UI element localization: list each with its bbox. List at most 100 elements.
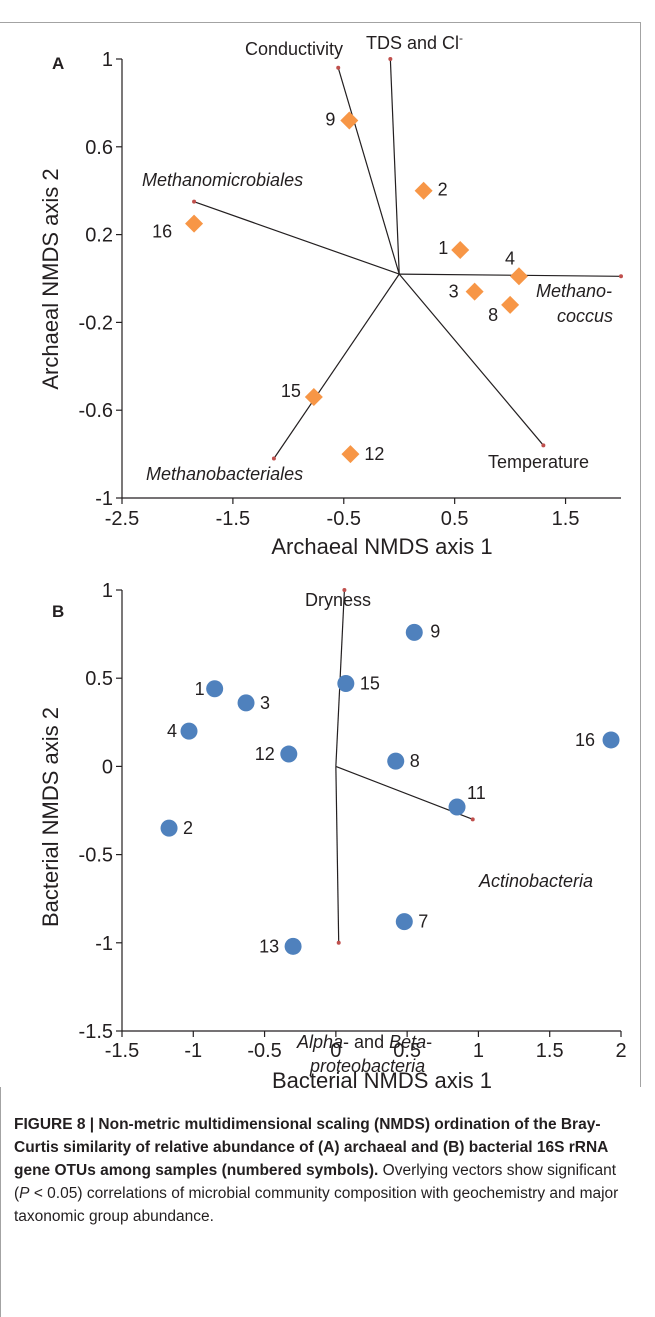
caption-head: FIGURE 8 | Non-metric multidimensional s… [14,1116,608,1179]
vector-label-actinobacteria: Actinobacteria [478,871,593,891]
y-tick-label-a: -0.6 [79,400,113,422]
point-marker-8 [387,752,405,770]
x-tick-label-a: -2.5 [105,508,139,530]
vector-line [337,67,400,275]
vector-tip [336,65,341,70]
y-axis-title-b: Bacterial NMDS axis 2 [38,707,63,927]
point-label-1: 1 [195,679,205,699]
point-marker-15 [304,388,323,407]
x-axis-title-b: Bacterial NMDS axis 1 [272,1068,492,1090]
vector-tip [342,588,347,592]
x-tick-label-b: 0 [330,1040,341,1062]
panel-a-label: A [52,54,64,73]
vector-label-dryness: Dryness [305,590,371,610]
y-tick-label-b: 0.5 [85,668,113,690]
point-marker-1 [451,240,470,259]
vector-label-proteobacteria: proteobacteria [309,1056,425,1076]
figure-frame-right [640,22,641,1087]
point-marker-15 [337,674,355,692]
vector-label-methanomicrobiales: Methanomicrobiales [142,170,303,190]
point-label-7: 7 [418,912,428,932]
caption-rest-1: Overlying vectors show significant ( [14,1162,617,1202]
point-marker-9 [405,623,423,641]
vector-label-methanobacteriales: Methanobacteriales [146,464,303,484]
x-tick-label-b: 1.5 [536,1040,564,1062]
vector-label-methanococcus-line1: Methano- [536,281,612,301]
point-label-16: 16 [152,222,172,242]
point-label-3: 3 [449,282,459,302]
point-marker-12 [341,445,360,464]
point-marker-13 [284,937,302,955]
point-label-15: 15 [360,673,380,693]
x-tick-label-b: -0.5 [247,1040,281,1062]
y-tick-label-b: 0 [102,756,113,778]
point-marker-2 [414,181,433,200]
vector-label-temperature: Temperature [488,452,589,472]
vector-tip [470,817,475,822]
caption-p-symbol: P [19,1185,30,1202]
y-tick-label-b: 1 [102,580,113,602]
y-tick-label-b: -0.5 [79,845,113,867]
vector-tip [192,199,197,204]
point-marker-16 [602,731,620,749]
vector-line [399,273,622,277]
x-tick-label-b: 0.5 [393,1040,421,1062]
point-label-2: 2 [438,180,448,200]
panel-b: B -1.5 -1 -0.5 0 0.5 1 -1.5 -1 -0.5 0 0.5 1 1.5 2 9 15… [38,580,627,1090]
vector-label-tds: TDS and Cl- [366,31,463,53]
vector-line [389,58,400,275]
panel-b-vectors [335,588,475,945]
y-tick-label-a: 0.6 [85,137,113,159]
figure-svg: A -1 -0.6 -0.2 0.2 0.6 1 -2.5 -1.5 -0.5 0.5 1.5 9 2… [38,31,627,1090]
panel-a-points: 9 2 16 1 4 3 8 15 12 [152,109,528,464]
point-label-15: 15 [281,381,301,401]
point-label-12: 12 [364,444,384,464]
vector-tip [541,443,546,448]
y-tick-label-a: -1 [95,488,113,510]
vector-label-alpha-beta-line1: Alpha- and Beta- [296,1032,432,1052]
vector-line [273,273,400,459]
point-marker-3 [465,282,484,301]
point-marker-9 [340,111,359,130]
panel-a-axes: -1 -0.6 -0.2 0.2 0.6 1 -2.5 -1.5 -0.5 0.5 1.5 [79,49,621,530]
x-tick-label-b: 1 [473,1040,484,1062]
x-tick-label-b: -1 [184,1040,202,1062]
figure-frame-top [0,22,640,23]
point-label-11: 11 [467,783,486,803]
point-marker-4 [509,267,528,286]
panel-b-label: B [52,602,64,621]
y-tick-label-a: 0.2 [85,225,113,247]
point-marker-2 [160,819,178,837]
vector-line [193,201,400,275]
vector-line [335,766,340,943]
x-tick-label-a: -0.5 [327,508,361,530]
vector-tip [336,940,341,945]
vector-tip [619,274,623,279]
panel-a-vectors [192,57,623,461]
point-label-4: 4 [167,721,177,741]
point-label-9: 9 [325,109,335,129]
panel-a: A -1 -0.6 -0.2 0.2 0.6 1 -2.5 -1.5 -0.5 0.5 1.5 9 2… [38,31,623,559]
x-tick-label-a: 0.5 [441,508,469,530]
x-axis-title-a: Archaeal NMDS axis 1 [271,534,492,559]
y-tick-label-a: -0.2 [79,312,113,334]
panel-b-axes: -1.5 -1 -0.5 0 0.5 1 -1.5 -1 -0.5 0 0.5 1 1.5 2 [79,580,627,1062]
point-marker-11 [448,798,466,816]
point-label-8: 8 [488,305,498,325]
point-marker-8 [501,295,520,314]
point-marker-3 [237,694,255,712]
x-tick-label-b: -1.5 [105,1040,139,1062]
vector-tip [388,57,393,61]
point-marker-1 [206,680,224,698]
figure-caption: FIGURE 8 | Non-metric multidimensional s… [14,1113,634,1228]
point-label-8: 8 [410,751,420,771]
vector-label-methanococcus-line2: coccus [557,306,613,326]
point-label-9: 9 [430,621,440,641]
y-axis-title-a: Archaeal NMDS axis 2 [38,168,63,389]
point-marker-4 [180,722,198,740]
point-label-4: 4 [505,248,515,268]
point-marker-12 [280,745,298,763]
y-tick-label-b: -1.5 [79,1021,113,1043]
point-label-16: 16 [575,730,595,750]
